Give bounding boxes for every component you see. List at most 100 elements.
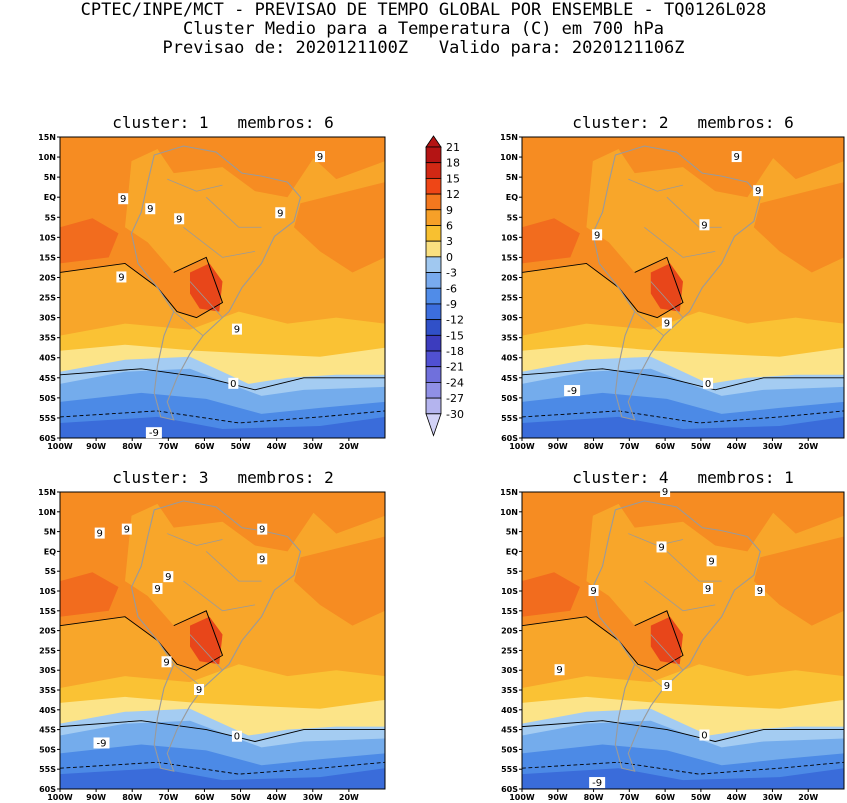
colorbar-swatch — [425, 287, 442, 305]
lat-tick-label: 25S — [501, 646, 518, 655]
contour-line — [59, 761, 386, 775]
field-band-0-3 — [60, 344, 385, 390]
lat-tick-label: 45S — [501, 726, 518, 735]
lat-tick-label: 45S — [501, 374, 518, 383]
contour-label: 9 — [120, 194, 126, 205]
lon-tick-label: 90W — [548, 442, 568, 451]
contour-label: -9 — [97, 738, 107, 749]
field-band-9-12 — [522, 137, 844, 318]
lat-tick-label: 10N — [500, 508, 518, 517]
lat-tick-label: 35S — [501, 334, 518, 343]
colorbar-label: 6 — [446, 219, 453, 232]
lon-tick-label: 20W — [798, 793, 818, 802]
lat-tick-label: 25S — [39, 294, 56, 303]
lon-tick-label: 70W — [619, 793, 639, 802]
lat-tick-label: 15S — [39, 607, 56, 616]
lat-tick-label: 40S — [501, 354, 518, 363]
colorbar-swatch — [425, 209, 442, 226]
contour-label-box — [163, 571, 174, 583]
contour-label-box — [145, 427, 162, 439]
contour-label: 9 — [97, 529, 103, 540]
colorbar-label: 18 — [446, 157, 460, 170]
lon-tick-label: 20W — [798, 442, 818, 451]
colorbar-label: -24 — [446, 376, 464, 389]
colorbar-label: 3 — [446, 235, 453, 248]
lat-tick-label: 15S — [501, 253, 518, 262]
lat-tick-label: 35S — [501, 686, 518, 695]
contour-label: 0 — [234, 732, 240, 743]
map-panel-4: 15N 10N 5N EQ 5S 10S 15S 20S 25S 30S 35S 40S 45S 50S 5… — [500, 486, 845, 802]
contour-label-box — [94, 527, 105, 539]
lat-tick-label: 5S — [45, 567, 57, 576]
contour-label: 9 — [658, 542, 664, 553]
colorbar-swatch — [425, 382, 442, 399]
field-band-9-12-east — [753, 536, 844, 626]
lat-tick-label: 50S — [39, 394, 56, 403]
lat-tick-label: 5S — [507, 213, 519, 222]
lat-tick-label: EQ — [44, 193, 56, 202]
colorbar-swatch — [425, 225, 442, 242]
header-line-1: CPTEC/INPE/MCT - PREVISAO DE TEMPO GLOBA… — [80, 0, 767, 20]
colorbar-swatch — [425, 319, 442, 336]
field-band-9-12 — [60, 137, 385, 318]
lat-tick-label: EQ — [506, 547, 518, 556]
map-field — [59, 492, 386, 789]
map-frame — [521, 136, 845, 439]
contour-label-box — [116, 271, 127, 283]
contour-label: 0 — [701, 731, 707, 742]
colorbar-label: 15 — [446, 172, 460, 185]
contour-label: 9 — [664, 681, 670, 692]
lat-tick-label: 35S — [39, 334, 56, 343]
lat-tick-label: 10S — [501, 233, 518, 242]
colorbar-swatch — [425, 334, 442, 352]
lon-tick-label: 50W — [691, 442, 711, 451]
colorbar-label: -3 — [446, 267, 457, 280]
lon-tick-label: 80W — [122, 442, 142, 451]
field-band-neg9-neg12 — [522, 416, 844, 438]
header-line-3: Previsao de: 2020121100Z Valido para: 20… — [162, 38, 685, 58]
colorbar-swatch — [425, 303, 442, 321]
lat-tick-label: 20S — [501, 273, 518, 282]
lat-tick-label: 50S — [39, 745, 56, 754]
lat-tick-label: 10S — [501, 587, 518, 596]
colorbar-swatch — [425, 193, 442, 211]
lon-tick-label: 50W — [231, 442, 251, 451]
colorbar-label: 21 — [446, 141, 460, 154]
lat-tick-label: 30S — [39, 666, 56, 675]
colorbar-arrow-bottom — [425, 413, 442, 437]
lon-tick-label: 90W — [548, 793, 568, 802]
contour-label: 9 — [163, 657, 169, 668]
lat-tick-label: 5N — [506, 528, 518, 537]
lat-tick-label: 15S — [501, 607, 518, 616]
contour-label-box — [228, 377, 239, 389]
panel-title-1: cluster: 1 membros: 6 — [112, 113, 334, 132]
contour-label-box — [699, 219, 710, 231]
contour-label-box — [703, 583, 714, 595]
lat-tick-label: EQ — [44, 547, 56, 556]
contour-label-box — [257, 553, 268, 565]
colorbar-label: -21 — [446, 361, 464, 374]
country-border — [205, 196, 262, 228]
lat-tick-label: EQ — [506, 193, 518, 202]
contour-label: 9 — [147, 204, 153, 215]
contour-label-box — [121, 523, 132, 535]
lon-tick-label: 40W — [267, 442, 287, 451]
lon-tick-label: 80W — [122, 793, 142, 802]
contour-label: 9 — [234, 325, 240, 336]
lon-tick-label: 20W — [339, 793, 359, 802]
contour-label-box — [706, 555, 717, 567]
contour-label-box — [118, 193, 129, 205]
lat-tick-label: 15N — [500, 133, 518, 142]
contour-label-box — [161, 656, 172, 668]
lat-tick-label: 45S — [39, 374, 56, 383]
lat-tick-label: 60S — [501, 434, 518, 443]
contour-label-box — [660, 486, 671, 497]
contour-label: 9 — [277, 208, 283, 219]
country-border — [205, 551, 262, 582]
lat-tick-label: 20S — [39, 273, 56, 282]
colorbar: 21 18 15 12 9 6 3 0 -3 -6 -9 -12 -15 -18 -21 -24 -27 -30 — [425, 135, 464, 437]
contour-label: 9 — [118, 272, 124, 283]
lon-tick-label: 70W — [619, 442, 639, 451]
field-band-12-15 — [522, 218, 580, 264]
contour-line — [59, 410, 386, 424]
